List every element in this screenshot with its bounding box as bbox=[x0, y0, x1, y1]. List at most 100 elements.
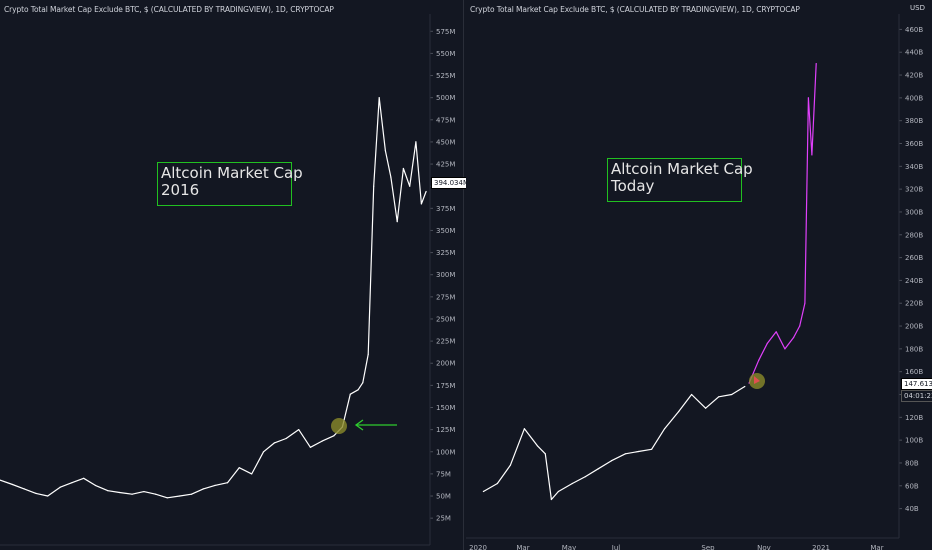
data-point bbox=[425, 190, 427, 193]
right-last-price-tag: 147.613B bbox=[901, 378, 932, 390]
data-point bbox=[273, 442, 275, 444]
y-tick-label: 200B bbox=[905, 323, 923, 331]
y-tick-label: 380B bbox=[905, 117, 923, 125]
x-tick-label: 2020 bbox=[469, 544, 487, 550]
data-point bbox=[357, 389, 359, 391]
data-point bbox=[321, 440, 323, 442]
data-point bbox=[731, 393, 733, 396]
left-chart-panel: Crypto Total Market Cap Exclude BTC, $ (… bbox=[0, 0, 472, 550]
data-point bbox=[571, 482, 573, 485]
series-line bbox=[0, 97, 427, 499]
data-point bbox=[415, 141, 417, 143]
x-tick-label: Jul bbox=[611, 544, 621, 550]
data-point bbox=[71, 482, 73, 484]
right-annotation-box: Altcoin Market Cap Today bbox=[607, 158, 753, 202]
data-point bbox=[807, 97, 809, 99]
y-tick-label: 120B bbox=[905, 414, 923, 422]
data-point bbox=[390, 176, 392, 178]
series-line bbox=[483, 385, 746, 501]
y-tick-label: 440B bbox=[905, 49, 923, 57]
data-point bbox=[378, 97, 380, 99]
data-point bbox=[718, 396, 720, 398]
data-point bbox=[11, 483, 14, 486]
data-point bbox=[691, 393, 693, 396]
y-tick-label: 320B bbox=[905, 186, 923, 194]
data-point bbox=[557, 490, 559, 493]
data-point bbox=[482, 490, 484, 493]
data-point bbox=[179, 495, 181, 497]
y-tick-label: 525M bbox=[436, 72, 455, 80]
y-tick-label: 180B bbox=[905, 345, 923, 353]
x-tick-label: May bbox=[562, 544, 576, 550]
green-arrow-icon bbox=[354, 419, 397, 431]
data-point bbox=[793, 336, 795, 339]
x-tick-label: Mar bbox=[870, 544, 883, 550]
y-tick-label: 360B bbox=[905, 140, 923, 148]
data-point bbox=[23, 488, 25, 490]
y-tick-label: 225M bbox=[436, 338, 455, 346]
data-point bbox=[349, 393, 351, 395]
y-tick-label: 25M bbox=[436, 515, 451, 523]
data-point bbox=[815, 63, 817, 65]
data-point bbox=[83, 477, 85, 479]
y-tick-label: 100B bbox=[905, 437, 923, 445]
y-tick-label: 240B bbox=[905, 277, 923, 285]
data-point bbox=[384, 150, 386, 152]
data-point bbox=[637, 450, 640, 453]
data-point bbox=[766, 342, 768, 344]
data-point bbox=[190, 493, 193, 495]
x-tick-label: 2021 bbox=[812, 544, 830, 550]
y-tick-label: 400B bbox=[905, 94, 923, 102]
data-point bbox=[396, 221, 398, 223]
highlight-circle bbox=[331, 418, 347, 434]
data-point bbox=[784, 348, 786, 350]
data-point bbox=[35, 492, 37, 494]
y-tick-label: 475M bbox=[436, 116, 455, 124]
y-tick-label: 275M bbox=[436, 293, 455, 301]
data-point bbox=[285, 437, 287, 440]
data-point bbox=[226, 482, 229, 484]
data-point bbox=[47, 495, 49, 497]
data-point bbox=[333, 435, 335, 437]
data-point bbox=[705, 407, 707, 409]
data-point bbox=[214, 484, 216, 486]
data-point bbox=[523, 428, 525, 430]
left-chart-svg[interactable]: 575M550M525M500M475M450M425M400M375M350M… bbox=[0, 0, 464, 550]
data-point bbox=[202, 488, 204, 490]
y-tick-label: 550M bbox=[436, 50, 455, 58]
data-point bbox=[402, 167, 404, 170]
data-point bbox=[166, 497, 168, 499]
data-point bbox=[597, 468, 599, 470]
data-point bbox=[775, 331, 777, 333]
y-tick-label: 300M bbox=[436, 271, 455, 279]
data-point bbox=[409, 185, 411, 187]
data-point bbox=[509, 464, 511, 466]
data-point bbox=[298, 429, 300, 431]
data-point bbox=[0, 479, 1, 481]
series-line bbox=[748, 63, 817, 384]
data-point bbox=[59, 486, 61, 488]
x-tick-label: Mar bbox=[516, 544, 529, 550]
data-point bbox=[744, 385, 746, 388]
left-chart-title: Crypto Total Market Cap Exclude BTC, $ (… bbox=[4, 5, 334, 14]
data-point bbox=[262, 451, 265, 453]
left-annotation-box: Altcoin Market Cap 2016 bbox=[157, 162, 303, 206]
data-point bbox=[367, 353, 369, 355]
data-point bbox=[119, 491, 121, 494]
y-tick-label: 150M bbox=[436, 404, 455, 412]
right-chart-svg[interactable]: 460B 440B 420B 400B 380B 360B 340B 320B 300B 280B… bbox=[466, 0, 932, 550]
x-tick-label: Nov bbox=[757, 544, 771, 550]
y-tick-label: 80B bbox=[905, 459, 919, 467]
data-point bbox=[758, 359, 760, 361]
y-tick-label: 100M bbox=[436, 448, 455, 456]
right-countdown-tag: 04:01:23 bbox=[901, 390, 932, 402]
y-tick-label: 50M bbox=[436, 493, 451, 501]
y-tick-label: 500M bbox=[436, 94, 455, 102]
y-tick-label: 40B bbox=[905, 505, 919, 513]
right-chart-panel: Crypto Total Market Cap Exclude BTC, $ (… bbox=[466, 0, 932, 550]
y-tick-label: 350M bbox=[436, 227, 455, 235]
data-point bbox=[420, 203, 422, 205]
data-point bbox=[536, 445, 538, 447]
y-tick-label: 175M bbox=[436, 382, 455, 390]
data-point bbox=[610, 460, 613, 462]
